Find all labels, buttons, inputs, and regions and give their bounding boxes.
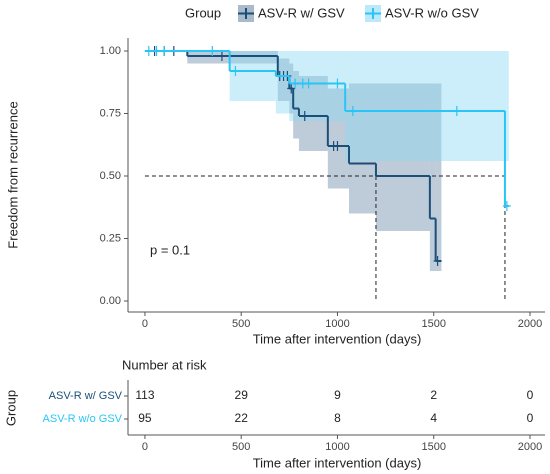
- x-axis-title: Time after intervention (days): [253, 331, 422, 346]
- confidence-band: [504, 51, 509, 161]
- confidence-band: [349, 83, 376, 214]
- censor-mark: [217, 51, 226, 61]
- risk-count: 0: [527, 411, 534, 425]
- table-x-tick-label: 0: [142, 441, 148, 453]
- table-x-tick-label: 1500: [421, 441, 445, 453]
- risk-count: 2: [430, 388, 437, 402]
- y-tick-label: 0.00: [100, 295, 121, 307]
- risk-count: 29: [235, 388, 249, 402]
- x-tick-label: 1000: [325, 318, 349, 330]
- risk-count: 0: [527, 388, 534, 402]
- confidence-band: [187, 51, 278, 64]
- confidence-band: [435, 83, 442, 271]
- censor-mark: [287, 83, 296, 94]
- risk-count: 4: [430, 411, 437, 425]
- x-tick-label: 0: [142, 318, 148, 330]
- y-axis-title: Freedom from recurrence: [5, 101, 20, 248]
- table-x-tick-label: 2000: [518, 441, 542, 453]
- legend-key-line: [365, 8, 381, 19]
- censor-mark: [333, 78, 342, 89]
- censor-mark: [208, 46, 217, 56]
- x-tick-label: 500: [232, 318, 250, 330]
- legend-key-line: [238, 8, 254, 19]
- legend-label: ASV-R w/ GSV: [258, 5, 345, 20]
- censor-mark: [231, 66, 240, 76]
- censor-mark: [348, 106, 357, 116]
- x-tick-label: 1500: [421, 318, 445, 330]
- risk-count: 9: [334, 388, 341, 402]
- risk-table-y-title: Group: [3, 390, 18, 426]
- censor-mark: [452, 106, 461, 116]
- confidence-band: [345, 51, 505, 161]
- table-x-tick-label: 500: [232, 441, 250, 453]
- censor-mark: [144, 46, 153, 56]
- x-tick-label: 2000: [518, 318, 542, 330]
- y-tick-label: 1.00: [100, 45, 121, 57]
- censor-mark: [333, 141, 342, 151]
- y-tick-label: 0.50: [100, 170, 121, 182]
- legend-title: Group: [185, 5, 221, 20]
- confidence-band: [289, 51, 346, 121]
- risk-count: 113: [135, 388, 154, 402]
- risk-table-x-title: Time after intervention (days): [253, 455, 422, 470]
- censor-mark: [300, 111, 309, 121]
- legend-label: ASV-R w/o GSV: [385, 5, 479, 20]
- y-tick-label: 0.75: [100, 107, 121, 119]
- risk-count: 8: [334, 411, 341, 425]
- confidence-band: [375, 83, 430, 231]
- table-x-tick-label: 1000: [325, 441, 349, 453]
- risk-table-title: Number at risk: [122, 357, 207, 372]
- risk-count: 95: [138, 411, 152, 425]
- confidence-band: [275, 51, 290, 114]
- confidence-band: [298, 76, 328, 151]
- censor-mark: [160, 46, 169, 56]
- annotation: p = 0.1: [150, 242, 190, 257]
- censor-mark: [502, 201, 511, 211]
- censor-mark: [152, 46, 161, 56]
- risk-count: 22: [235, 411, 249, 425]
- confidence-band: [429, 83, 436, 271]
- confidence-band: [293, 71, 299, 139]
- confidence-band: [327, 88, 350, 189]
- table-row-label: ASV-R w/ GSV: [49, 390, 123, 402]
- y-tick-label: 0.25: [100, 232, 121, 244]
- censor-mark: [304, 78, 313, 89]
- censor-mark: [433, 256, 442, 266]
- censor-mark: [291, 78, 300, 89]
- table-row-label: ASV-R w/o GSV: [43, 413, 123, 425]
- confidence-band: [229, 51, 276, 101]
